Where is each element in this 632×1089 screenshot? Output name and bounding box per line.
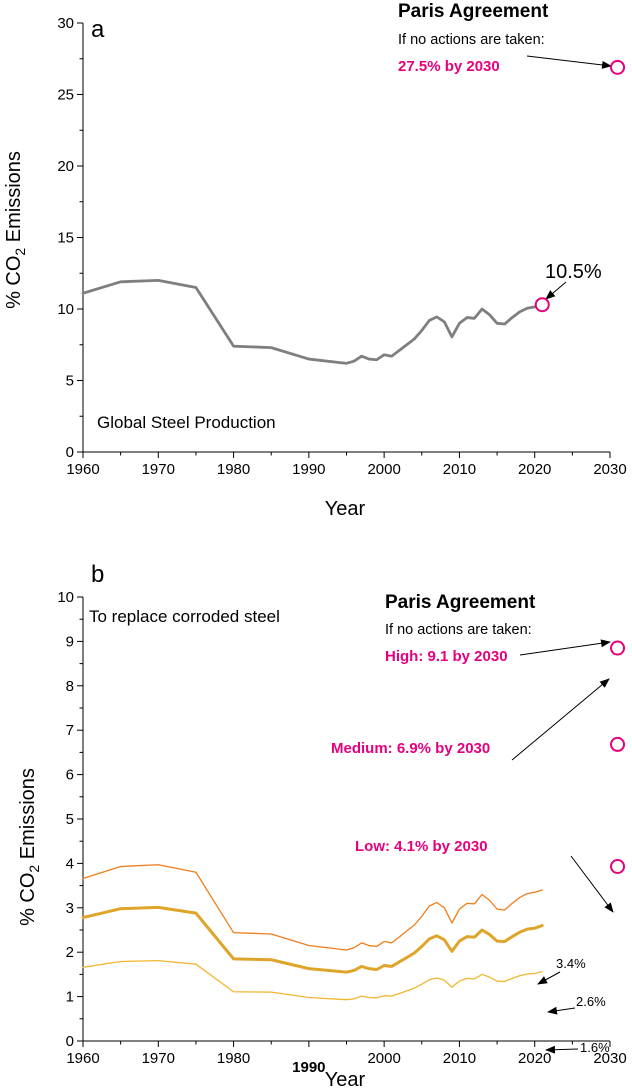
panel-b-marker-1 — [610, 736, 626, 752]
panel-a-series-annotation: Global Steel Production — [97, 413, 276, 432]
panel-b-medium-arrow — [511, 678, 610, 761]
panel-b-low-end-label: 1.6% — [580, 1040, 610, 1055]
panel-a: 1960 1970 1980 1990 2000 2010 2020 2030 0510152… — [3, 1, 627, 520]
panel-b-x-tick-label-2030: 2030 — [593, 1050, 626, 1067]
panel-b-x-tick-label-1970: 1970 — [142, 1050, 175, 1067]
panel-a-current-arrow — [545, 281, 567, 300]
panel-a-y-tick-label-15: 15 — [57, 230, 74, 247]
panel-a-x-axis-title: Year — [325, 498, 366, 520]
panel-a-paris-arrow — [526, 55, 612, 69]
panel-a-marker-0 — [534, 297, 550, 313]
panel-a-y-tick-label-10: 10 — [57, 301, 74, 318]
panel-b-series-medium — [81, 905, 544, 974]
panel-a-plot-area — [81, 59, 626, 365]
panel-a-series-global-steel-production — [81, 278, 544, 365]
panel-b-x-tick-label-2020: 2020 — [518, 1050, 551, 1067]
panel-a-y-tick-label-5: 5 — [66, 373, 74, 390]
panel-b-y-tick-labels: 0 1 2 3 4 5 6 7 8 9 10 — [57, 589, 74, 1050]
panel-b-series-low — [82, 959, 543, 1001]
panel-b-high-callout: High: 9.1 by 2030 — [385, 648, 508, 665]
panel-b-x-tick-label-2010: 2010 — [443, 1050, 476, 1067]
panel-a-x-tick-label-2010: 2010 — [443, 461, 476, 478]
panel-b-y-tick-label-3: 3 — [66, 900, 74, 917]
panel-b-paris-subtitle: If no actions are taken: — [385, 622, 532, 638]
panel-b-y-tick-label-2: 2 — [66, 944, 74, 961]
panel-b-low-callout: Low: 4.1% by 2030 — [355, 838, 488, 855]
panel-a-x-tick-label-2030: 2030 — [593, 461, 626, 478]
panel-a-x-tick-label-1960: 1960 — [66, 461, 99, 478]
panel-b-marker-0 — [610, 640, 626, 656]
panel-b-medium-callout: Medium: 6.9% by 2030 — [331, 740, 490, 757]
panel-a-paris-subtitle: If no actions are taken: — [398, 32, 545, 48]
panel-b: 1960 1970 1980 1990 2000 2010 2020 2030 0 1 2 3 4 5 6… — [17, 561, 627, 1089]
panel-a-paris-title: Paris Agreement — [398, 1, 549, 22]
panel-a-y-tick-label-25: 25 — [57, 87, 74, 104]
panel-b-y-tick-label-5: 5 — [66, 811, 74, 828]
panel-b-x-tick-label-1960: 1960 — [66, 1050, 99, 1067]
panel-a-x-tick-label-1970: 1970 — [142, 461, 175, 478]
panel-a-y-tick-labels: 0 5 10 15 20 25 30 — [57, 15, 74, 461]
panel-a-x-tick-label-2000: 2000 — [367, 461, 400, 478]
panel-b-y-tick-label-7: 7 — [66, 722, 74, 739]
panel-b-low-end-arrow — [545, 1045, 579, 1054]
panel-a-current-value-label: 10.5% — [545, 261, 602, 283]
panel-a-marker-1 — [610, 59, 626, 75]
panel-b-y-tick-label-6: 6 — [66, 767, 74, 784]
panel-a-axes — [77, 22, 611, 458]
panel-b-x-axis-title: Year — [325, 1069, 366, 1089]
panel-b-y-tick-label-9: 9 — [66, 633, 74, 650]
panel-b-paris-title: Paris Agreement — [385, 592, 536, 613]
panel-b-plot-area — [81, 640, 626, 1001]
panel-b-high-arrow — [519, 639, 611, 656]
panel-b-y-tick-label-1: 1 — [66, 989, 74, 1006]
panel-b-x-tick-label-1980: 1980 — [217, 1050, 250, 1067]
panel-b-label: b — [91, 561, 104, 588]
panel-b-x-tick-label-1990: 1990 — [292, 1059, 325, 1076]
panel-b-y-tick-label-8: 8 — [66, 678, 74, 695]
panel-b-high-end-label: 3.4% — [556, 956, 586, 971]
panel-a-y-tick-label-0: 0 — [66, 444, 74, 461]
panel-b-series-high — [82, 864, 543, 951]
panel-a-x-tick-labels: 1960 1970 1980 1990 2000 2010 2020 2030 — [66, 461, 626, 478]
panel-b-medium-end-arrow — [547, 1006, 576, 1015]
panel-a-label: a — [91, 16, 105, 43]
panel-a-y-axis-title: % CO2 Emissions — [3, 151, 28, 309]
panel-b-series-annotation: To replace corroded steel — [89, 607, 280, 626]
panel-b-y-tick-label-4: 4 — [66, 855, 74, 872]
panel-b-y-tick-label-10: 10 — [57, 589, 74, 606]
panel-a-y-tick-label-30: 30 — [57, 15, 74, 32]
panel-a-x-tick-label-1990: 1990 — [292, 461, 325, 478]
panel-b-low-arrow — [570, 855, 614, 913]
panel-b-y-tick-label-0: 0 — [66, 1033, 74, 1050]
panel-a-y-tick-label-20: 20 — [57, 158, 74, 175]
panel-b-medium-end-label: 2.6% — [576, 994, 606, 1009]
panel-b-y-axis-title: % CO2 Emissions — [17, 768, 42, 926]
panel-a-paris-callout: 27.5% by 2030 — [398, 58, 500, 75]
panel-a-x-tick-label-2020: 2020 — [518, 461, 551, 478]
panel-b-marker-2 — [610, 859, 626, 875]
panel-a-x-tick-label-1980: 1980 — [217, 461, 250, 478]
panel-b-axes — [77, 596, 611, 1047]
panel-b-x-tick-label-2000: 2000 — [367, 1050, 400, 1067]
panel-b-x-tick-labels: 1960 1970 1980 1990 2000 2010 2020 2030 — [66, 1050, 626, 1076]
panel-b-high-end-arrow — [537, 971, 561, 985]
